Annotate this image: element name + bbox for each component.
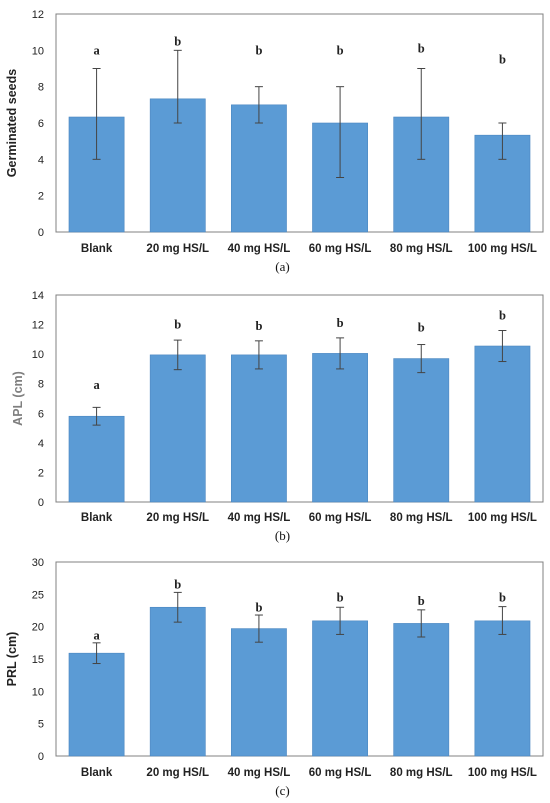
chart-panel-c: 0 5 10 15 20 25 30 PRL (cm) a Blank b 20 mg HS/L b 40… [5, 557, 544, 798]
significance-letter: b [174, 578, 181, 592]
category-label: 40 mg HS/L [228, 767, 291, 779]
bar [393, 358, 450, 503]
category-label: 60 mg HS/L [309, 767, 372, 779]
bar [312, 353, 368, 503]
y-tick-label: 10 [32, 686, 44, 698]
category-label: 60 mg HS/L [309, 512, 372, 524]
y-axis-label: Germinated seeds [5, 69, 19, 177]
y-tick-label: 30 [32, 557, 44, 569]
category-label: 80 mg HS/L [390, 512, 453, 524]
significance-letter: b [337, 316, 344, 330]
category-label: 80 mg HS/L [390, 243, 453, 255]
y-tick-label: 2 [38, 191, 44, 203]
y-tick-label: 4 [38, 154, 44, 166]
significance-letter: b [499, 52, 506, 66]
bar [231, 104, 287, 233]
panel-caption: (a) [275, 259, 289, 274]
y-tick-label: 6 [38, 408, 44, 420]
significance-letter: b [499, 591, 506, 605]
y-tick-label: 0 [38, 497, 44, 509]
bar [312, 620, 368, 757]
category-label: Blank [81, 767, 113, 779]
category-label: 100 mg HS/L [468, 243, 537, 255]
bar [474, 620, 531, 757]
y-tick-label: 25 [32, 589, 44, 601]
plot-frame [55, 13, 544, 233]
significance-letter: b [255, 319, 262, 333]
y-tick-label: 15 [32, 654, 44, 666]
category-label: 20 mg HS/L [146, 243, 209, 255]
category-label: 60 mg HS/L [309, 243, 372, 255]
y-tick-label: 0 [38, 227, 44, 239]
significance-letter: b [418, 594, 425, 608]
category-label: Blank [81, 243, 113, 255]
y-tick-label: 8 [38, 379, 44, 391]
significance-letter: b [174, 318, 181, 332]
significance-letter: b [255, 43, 262, 57]
y-axis-label: APL (cm) [11, 371, 25, 426]
bar [149, 606, 206, 757]
y-tick-label: 20 [32, 622, 44, 634]
significance-letter: a [93, 378, 100, 392]
category-label: 40 mg HS/L [228, 512, 291, 524]
y-tick-label: 8 [38, 82, 44, 94]
y-tick-label: 4 [38, 438, 44, 450]
significance-letter: a [93, 43, 100, 57]
bar [474, 345, 531, 503]
bar [68, 415, 125, 503]
significance-letter: b [255, 600, 262, 614]
y-tick-label: 12 [32, 320, 44, 332]
y-tick-label: 14 [32, 290, 44, 302]
bar [231, 628, 287, 757]
panel-caption: (c) [275, 783, 289, 798]
y-tick-label: 2 [38, 467, 44, 479]
significance-letter: b [337, 591, 344, 605]
y-tick-label: 12 [32, 9, 44, 21]
bar [149, 354, 206, 503]
significance-letter: b [499, 309, 506, 323]
category-label: Blank [81, 512, 113, 524]
significance-letter: b [418, 321, 425, 335]
significance-letter: b [337, 43, 344, 57]
y-tick-label: 0 [38, 751, 44, 763]
bar [231, 354, 287, 503]
y-axis-label: PRL (cm) [5, 632, 19, 687]
category-label: 80 mg HS/L [390, 767, 453, 779]
category-label: 20 mg HS/L [146, 512, 209, 524]
category-label: 20 mg HS/L [146, 767, 209, 779]
category-label: 40 mg HS/L [228, 243, 291, 255]
bar [393, 623, 450, 757]
y-tick-label: 5 [38, 719, 44, 731]
y-tick-label: 6 [38, 118, 44, 130]
y-tick-label: 10 [32, 45, 44, 57]
significance-letter: a [93, 629, 100, 643]
y-tick-label: 10 [32, 349, 44, 361]
category-label: 100 mg HS/L [468, 512, 537, 524]
significance-letter: b [418, 42, 425, 56]
category-label: 100 mg HS/L [468, 767, 537, 779]
plot-frame [55, 294, 544, 503]
chart-panel-b: 0 2 4 6 8 10 12 14 APL (cm) a Blank b 20 mg HS/L b 40 … [11, 290, 544, 543]
plot-frame [55, 561, 544, 757]
panel-caption: (b) [275, 528, 290, 543]
significance-letter: b [174, 34, 181, 48]
chart-panel-a: 0 2 4 6 8 10 12 Germinated seeds a Blank b 20 mg HS… [5, 9, 544, 274]
bar [68, 652, 125, 757]
